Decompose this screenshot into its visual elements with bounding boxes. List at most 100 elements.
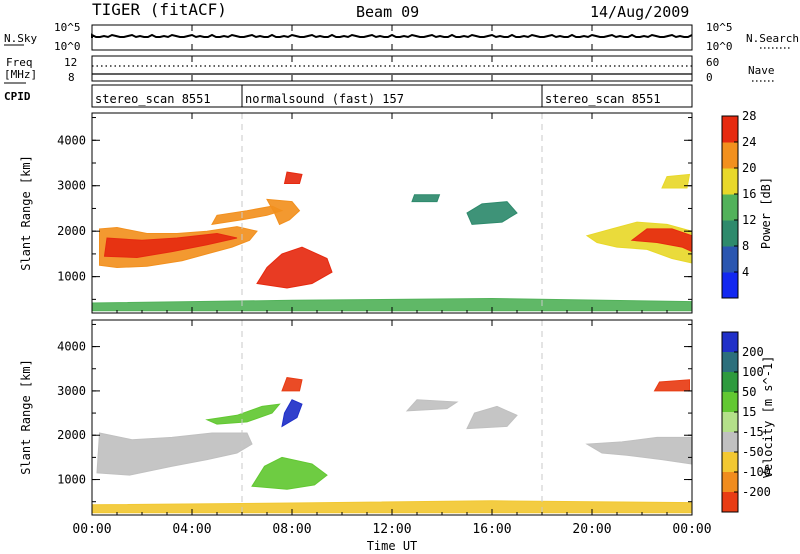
freq-right-label: Nave: [748, 64, 775, 77]
freq-left-label-2: [MHz]: [4, 68, 37, 81]
x-tick-label: 20:00: [572, 522, 611, 537]
colorbar-swatch: [722, 372, 738, 393]
y-tick-label: 4000: [57, 133, 86, 147]
power-ylabel: Slant Range [km]: [19, 155, 33, 271]
velocity-y-axis: 1000 2000 3000 4000: [57, 323, 692, 503]
cpid-segment-label: stereo_scan 8551: [95, 92, 211, 106]
colorbar-swatch: [722, 168, 738, 195]
velocity-ylabel: Slant Range [km]: [19, 359, 33, 475]
power-y-axis: 1000 2000 3000 4000: [57, 117, 692, 300]
noise-left-label: N.Sky: [4, 32, 37, 45]
echo-region-red-patch-0800: [281, 377, 303, 392]
colorbar-swatch: [722, 412, 738, 433]
echo-region-blue-streak: [281, 399, 303, 428]
colorbar-tick-label: 50: [742, 385, 756, 399]
freq-left-label-1: Freq: [6, 56, 33, 69]
colorbar-tick-label: 24: [742, 135, 756, 149]
colorbar-swatch: [722, 332, 738, 353]
y-tick-label: 1000: [57, 270, 86, 284]
y-tick-label: 2000: [57, 428, 86, 442]
echo-region-green-arc: [205, 403, 281, 425]
echo-region-gray-patches-mid: [405, 399, 459, 412]
echo-region-green-blob-0800: [251, 456, 328, 490]
colorbar-frame: [721, 331, 739, 513]
xaxis-label: Time UT: [367, 539, 418, 553]
echo-region-blob-0800: [256, 246, 333, 289]
colorbar-swatch: [722, 452, 738, 473]
x-tick-label: 08:00: [272, 522, 311, 537]
time-x-axis: 00:00 04:00 08:00 12:00 16:00 20:00 00:00: [72, 25, 712, 537]
velocity-panel: 1000 2000 3000 4000 Slant Range [km] 200 100…: [19, 319, 775, 516]
colorbar-tick-label: 16: [742, 187, 756, 201]
x-tick-label: 04:00: [172, 522, 211, 537]
echo-region-upper-streak: [211, 205, 284, 226]
echo-region-patch-1300: [411, 194, 441, 203]
colorbar-tick-label: 4: [742, 265, 749, 279]
noise-sky-trace: [91, 33, 693, 39]
echo-region-core-early: [103, 232, 238, 259]
freq-panel: Freq [MHz] 12 8 60 0 Nave: [4, 55, 776, 84]
x-tick-label: 00:00: [672, 522, 711, 537]
freq-left-tick-high: 12: [64, 56, 77, 69]
y-tick-label: 3000: [57, 384, 86, 398]
x-tick-label: 16:00: [472, 522, 511, 537]
colorbar-swatch: [722, 116, 738, 143]
x-tick-label: 00:00: [72, 522, 111, 537]
noise-left-tick-low: 10^0: [54, 40, 81, 53]
colorbar-tick-label: -15: [742, 425, 764, 439]
power-panel: 1000 2000 3000 4000 Slant Range [km] 4 8 12 16…: [19, 109, 773, 314]
colorbar-tick-label: 28: [742, 109, 756, 123]
cpid-row: CPID stereo_scan 8551 normalsound (fast) …: [4, 82, 693, 108]
noise-panel: N.Sky 10^5 10^0 10^5 10^0 N.Search: [4, 21, 799, 53]
echo-region-gray-band-early: [96, 432, 253, 476]
echo-region-gray-band-late: [585, 436, 693, 465]
colorbar-swatch: [722, 392, 738, 413]
colorbar-tick-label: 15: [742, 405, 756, 419]
colorbar-tick-label: -100: [742, 465, 771, 479]
cpid-label: CPID: [4, 90, 31, 103]
y-tick-label: 1000: [57, 473, 86, 487]
colorbar-tick-label: 8: [742, 239, 749, 253]
power-colorbar: 4 8 12 16 20 24 28: [721, 109, 756, 299]
velocity-panel-frame: [91, 319, 693, 516]
echo-region-gray-patch-1600: [466, 405, 518, 430]
colorbar-swatch: [722, 272, 738, 299]
colorbar-swatch: [722, 472, 738, 493]
echo-region-fan: [266, 198, 301, 226]
power-echo-regions: [91, 113, 693, 313]
colorbar-tick-label: 200: [742, 345, 764, 359]
cpid-segments: stereo_scan 8551 normalsound (fast) 157 st…: [95, 85, 661, 107]
velocity-echo-regions: [91, 320, 693, 515]
power-panel-frame: [91, 112, 693, 314]
noise-left-tick-high: 10^5: [54, 21, 81, 34]
colorbar-swatch: [722, 220, 738, 247]
colorbar-swatch: [722, 246, 738, 273]
y-tick-label: 4000: [57, 340, 86, 354]
x-tick-label: 12:00: [372, 522, 411, 537]
echo-region-patch-2300-top: [661, 173, 691, 189]
colorbar-swatch: [722, 492, 738, 513]
colorbar-tick-label: 20: [742, 161, 756, 175]
colorbar-tick-label: 12: [742, 213, 756, 227]
colorbar-swatch: [722, 142, 738, 169]
colorbar-swatch: [722, 194, 738, 221]
colorbar-tick-label: -50: [742, 445, 764, 459]
noise-right-tick-low: 10^0: [706, 40, 733, 53]
radar-title: TIGER (fitACF): [92, 0, 227, 19]
colorbar-swatch: [722, 352, 738, 373]
noise-right-label: N.Search: [746, 32, 799, 45]
colorbar-tick-label: 100: [742, 365, 764, 379]
velocity-colorbar-label: Velocity [m s^-1]: [761, 356, 775, 479]
date-label: 14/Aug/2009: [590, 3, 689, 21]
colorbar-frame: [721, 115, 739, 299]
freq-right-tick-low: 0: [706, 71, 713, 84]
y-tick-label: 2000: [57, 224, 86, 238]
cpid-frame: [91, 84, 693, 108]
freq-left-tick-low: 8: [68, 71, 75, 84]
echo-region-red-patch-late: [653, 379, 690, 392]
colorbar-tick-label: -200: [742, 485, 771, 499]
velocity-colorbar: 200 100 50 15 -15 -50 -100 -200: [721, 331, 771, 513]
cpid-segment-label: stereo_scan 8551: [545, 92, 661, 106]
freq-right-tick-high: 60: [706, 56, 719, 69]
